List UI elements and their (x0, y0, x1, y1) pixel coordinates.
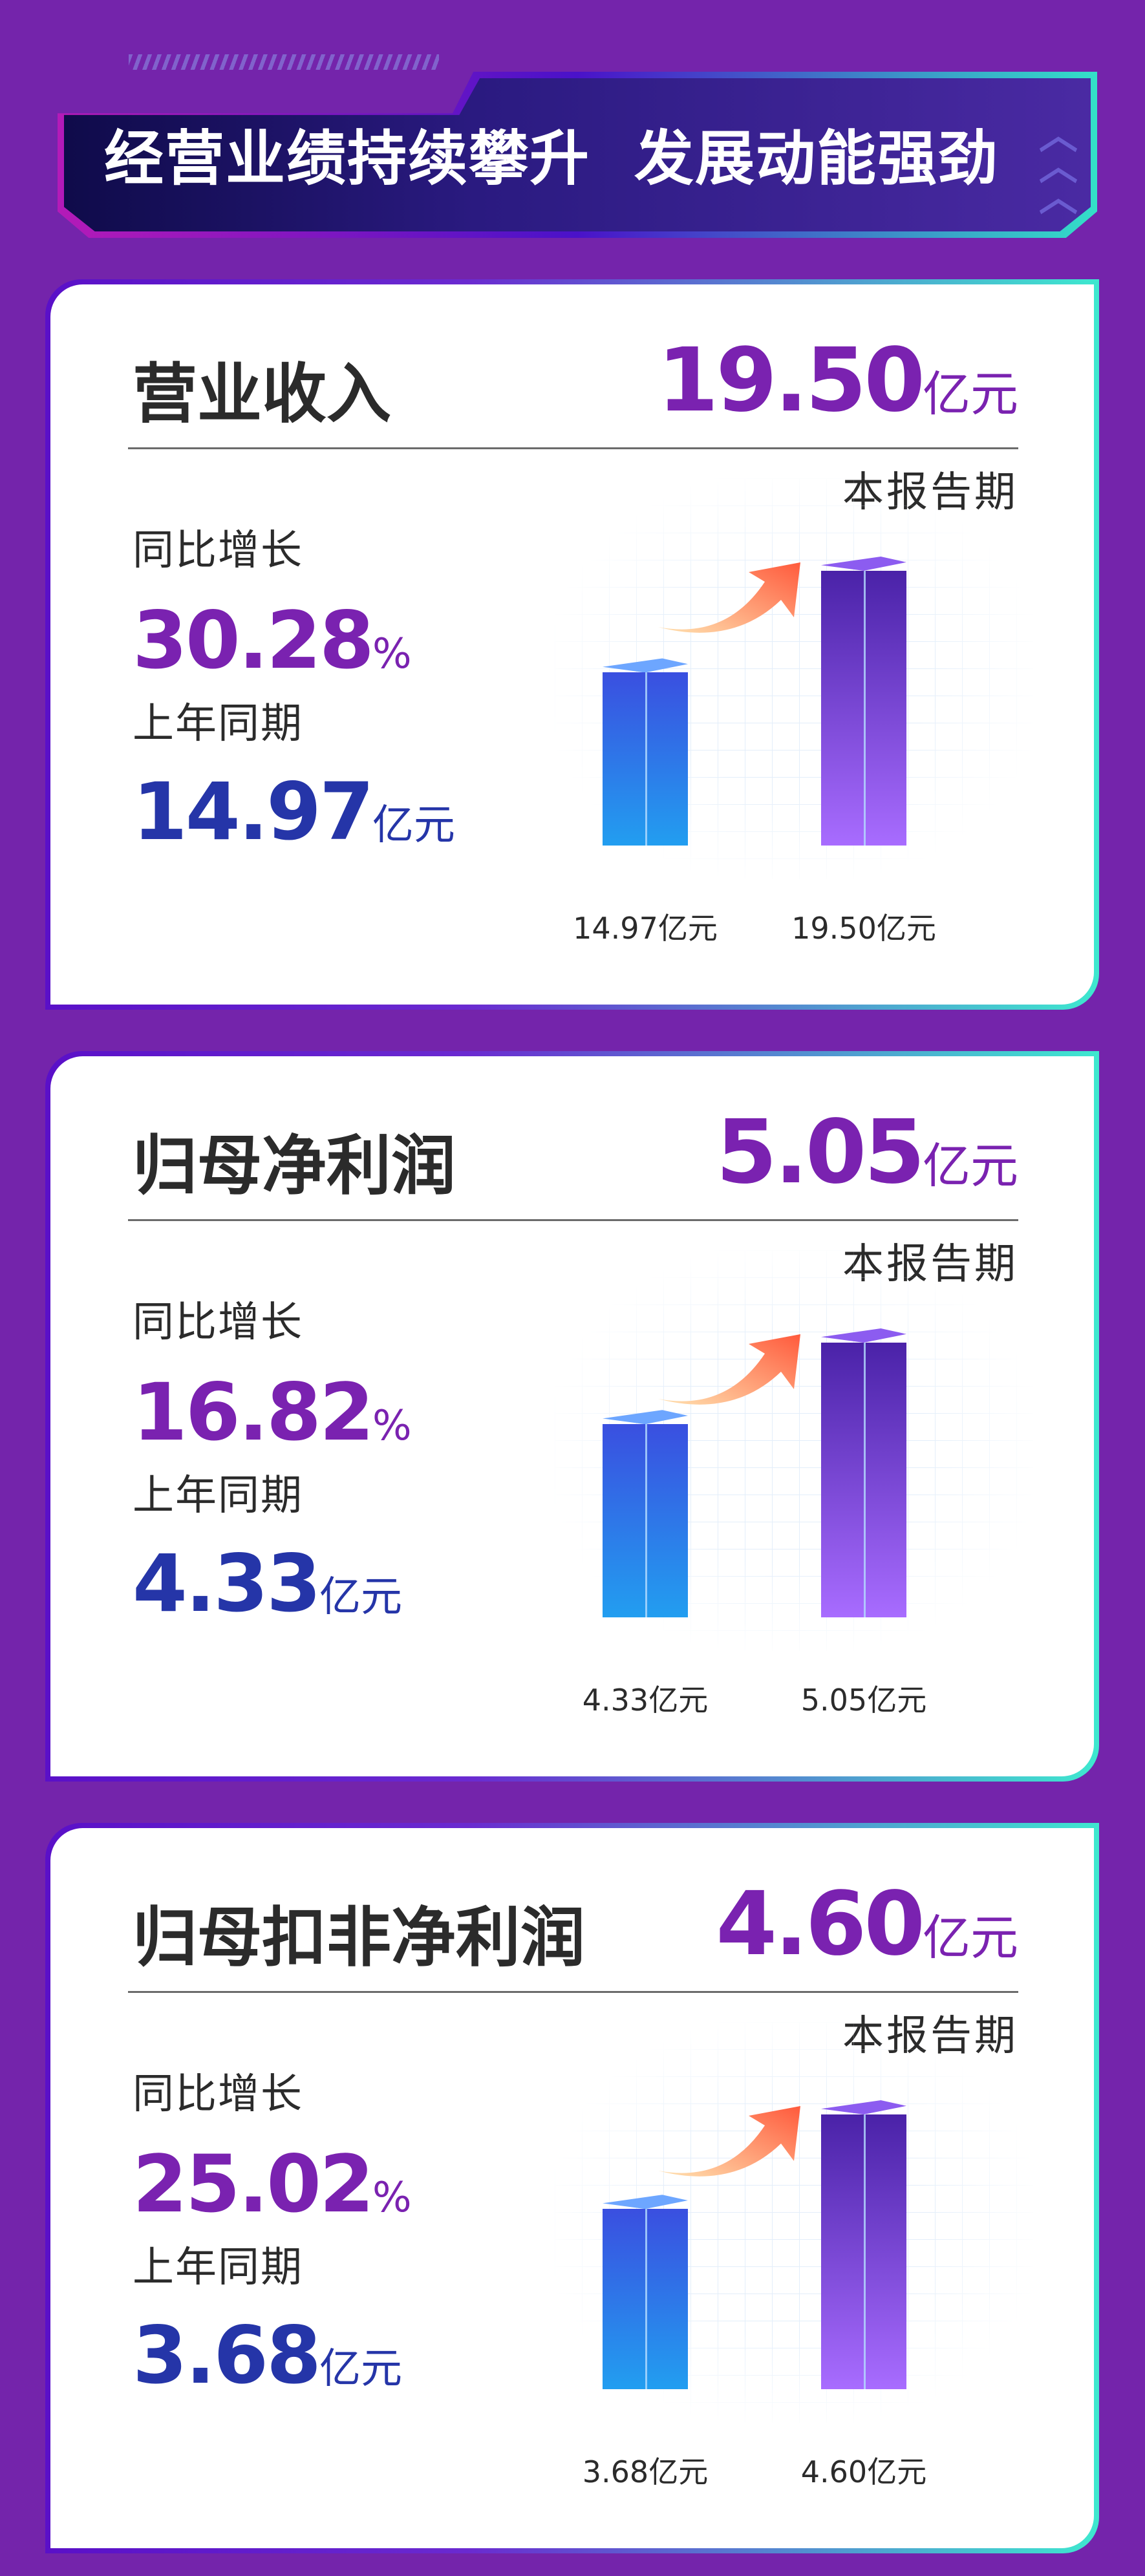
metric-title: 营业收入 (133, 356, 391, 432)
metric-value: 4.60亿元 (716, 1873, 1018, 1975)
divider (128, 1219, 1018, 1221)
card-body: 营业收入 19.50亿元 本报告期 同比增长 30.28% 上年同期 14.97… (50, 284, 1094, 1005)
yoy-value: 30.28% (133, 595, 412, 687)
metric-card: 归母扣非净利润 4.60亿元 本报告期 同比增长 25.02% 上年同期 3.6… (45, 1823, 1099, 2553)
bar-label-current: 4.60亿元 (800, 2454, 927, 2489)
bar-previous (603, 658, 688, 846)
yoy-label: 同比增长 (133, 2070, 303, 2118)
metric-card: 营业收入 19.50亿元 本报告期 同比增长 30.28% 上年同期 14.97… (45, 279, 1099, 1010)
metric-card: 归母净利润 5.05亿元 本报告期 同比增长 16.82% 上年同期 4.33亿… (45, 1051, 1099, 1782)
page-title: 经营业绩持续攀升 发展动能强劲 (103, 124, 1000, 193)
bar-label-previous: 14.97亿元 (573, 911, 718, 946)
growth-arrow-icon (658, 1334, 800, 1405)
metric-title: 归母扣非净利润 (133, 1900, 585, 1975)
metric-title: 归母净利润 (133, 1128, 456, 1204)
divider (128, 1991, 1018, 1993)
card-body: 归母净利润 5.05亿元 本报告期 同比增长 16.82% 上年同期 4.33亿… (50, 1056, 1094, 1776)
metric-value: 5.05亿元 (716, 1102, 1018, 1204)
banner-stripes (129, 54, 439, 70)
unit-label: 亿元 (923, 1138, 1018, 1194)
bar-label-current: 5.05亿元 (800, 1683, 927, 1718)
unit-label: 亿元 (923, 367, 1018, 422)
unit-label: 亿元 (923, 1910, 1018, 1966)
bar-current (821, 2100, 906, 2389)
growth-arrow-icon (658, 562, 800, 633)
metric-value: 19.50亿元 (657, 330, 1018, 432)
bar-previous (603, 1410, 688, 1617)
yoy-value: 25.02% (133, 2138, 412, 2230)
prev-value: 3.68亿元 (133, 2310, 403, 2401)
prev-value: 4.33亿元 (133, 1538, 403, 1630)
prev-label: 上年同期 (133, 2244, 303, 2292)
prev-value: 14.97亿元 (133, 766, 455, 858)
prev-label: 上年同期 (133, 1472, 303, 1520)
header-banner: 经营业绩持续攀升 发展动能强劲 ︿ ︿ ︿ (58, 49, 1097, 238)
divider (128, 447, 1018, 449)
prev-label: 上年同期 (133, 700, 303, 748)
chevron-up-icon: ︿ ︿ ︿ (1039, 113, 1078, 220)
yoy-value: 16.82% (133, 1367, 412, 1458)
bar-previous (603, 2195, 688, 2389)
bar-label-previous: 4.33亿元 (582, 1683, 709, 1718)
bar-current (821, 557, 906, 846)
yoy-label: 同比增长 (133, 1299, 303, 1347)
growth-arrow-icon (658, 2106, 800, 2177)
bar-current (821, 1328, 906, 1617)
bar-label-previous: 3.68亿元 (582, 2454, 709, 2489)
bar-label-current: 19.50亿元 (791, 911, 936, 946)
card-body: 归母扣非净利润 4.60亿元 本报告期 同比增长 25.02% 上年同期 3.6… (50, 1828, 1094, 2548)
yoy-label: 同比增长 (133, 527, 303, 575)
